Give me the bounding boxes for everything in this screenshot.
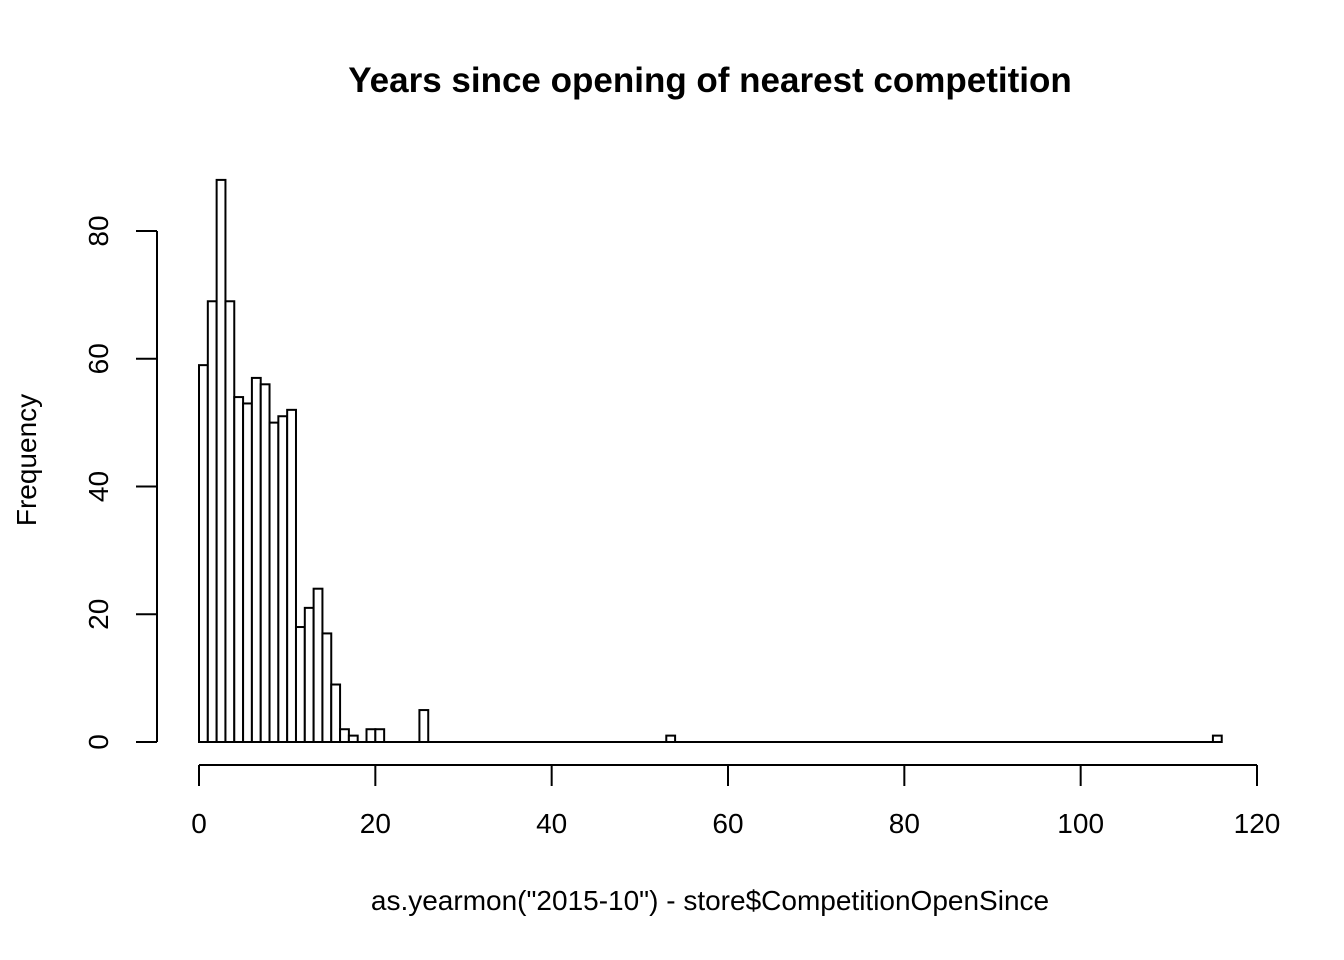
histogram-bar-13 (312, 587, 324, 744)
x-axis-label: as.yearmon("2015-10") - store$Competitio… (371, 885, 1049, 916)
histogram-bar-4 (233, 396, 245, 743)
histogram-bar-1 (206, 300, 218, 743)
histogram-bar-0 (198, 364, 209, 743)
histogram-bar-2 (215, 178, 227, 743)
histogram-bar-17 (347, 734, 359, 743)
histogram-bar-14 (321, 632, 333, 743)
x-tick-label-5: 100 (1057, 808, 1104, 839)
y-tick-label-3: 60 (83, 343, 114, 374)
histogram-bar-19 (365, 728, 377, 743)
x-tick-label-0: 0 (191, 808, 207, 839)
x-tick-label-3: 60 (712, 808, 743, 839)
histogram-bar-27 (1211, 734, 1223, 743)
histogram-bar-12 (303, 606, 315, 743)
x-tick-label-2: 40 (536, 808, 567, 839)
histogram-bar-8 (268, 421, 280, 743)
histogram-bar-26 (665, 734, 677, 743)
histogram-bar-6 (250, 376, 262, 743)
histogram-bar-5 (242, 402, 253, 743)
histogram-bar-7 (259, 383, 271, 743)
histogram-bar-11 (294, 626, 306, 744)
chart-title: Years since opening of nearest competiti… (348, 61, 1072, 100)
histogram-bar-20 (374, 728, 386, 743)
histogram-bar-9 (277, 415, 289, 743)
y-tick-label-4: 80 (83, 215, 114, 246)
y-tick-label-1: 20 (83, 599, 114, 630)
histogram-bar-15 (330, 683, 342, 744)
y-tick-label-2: 40 (83, 471, 114, 502)
x-tick-label-4: 80 (889, 808, 920, 839)
x-tick-label-6: 120 (1234, 808, 1281, 839)
histogram-bar-3 (224, 300, 236, 743)
histogram-bar-25 (418, 709, 430, 743)
histogram-bar-10 (286, 408, 297, 743)
bars-layer (198, 178, 1223, 744)
x-tick-label-1: 20 (360, 808, 391, 839)
histogram-bar-16 (339, 728, 350, 743)
y-axis-label: Frequency (11, 394, 42, 526)
y-tick-label-0: 0 (83, 734, 114, 750)
x-axis: 0 20 40 60 80 100 120 (191, 764, 1281, 839)
y-axis: 0 20 40 60 80 (83, 215, 158, 750)
